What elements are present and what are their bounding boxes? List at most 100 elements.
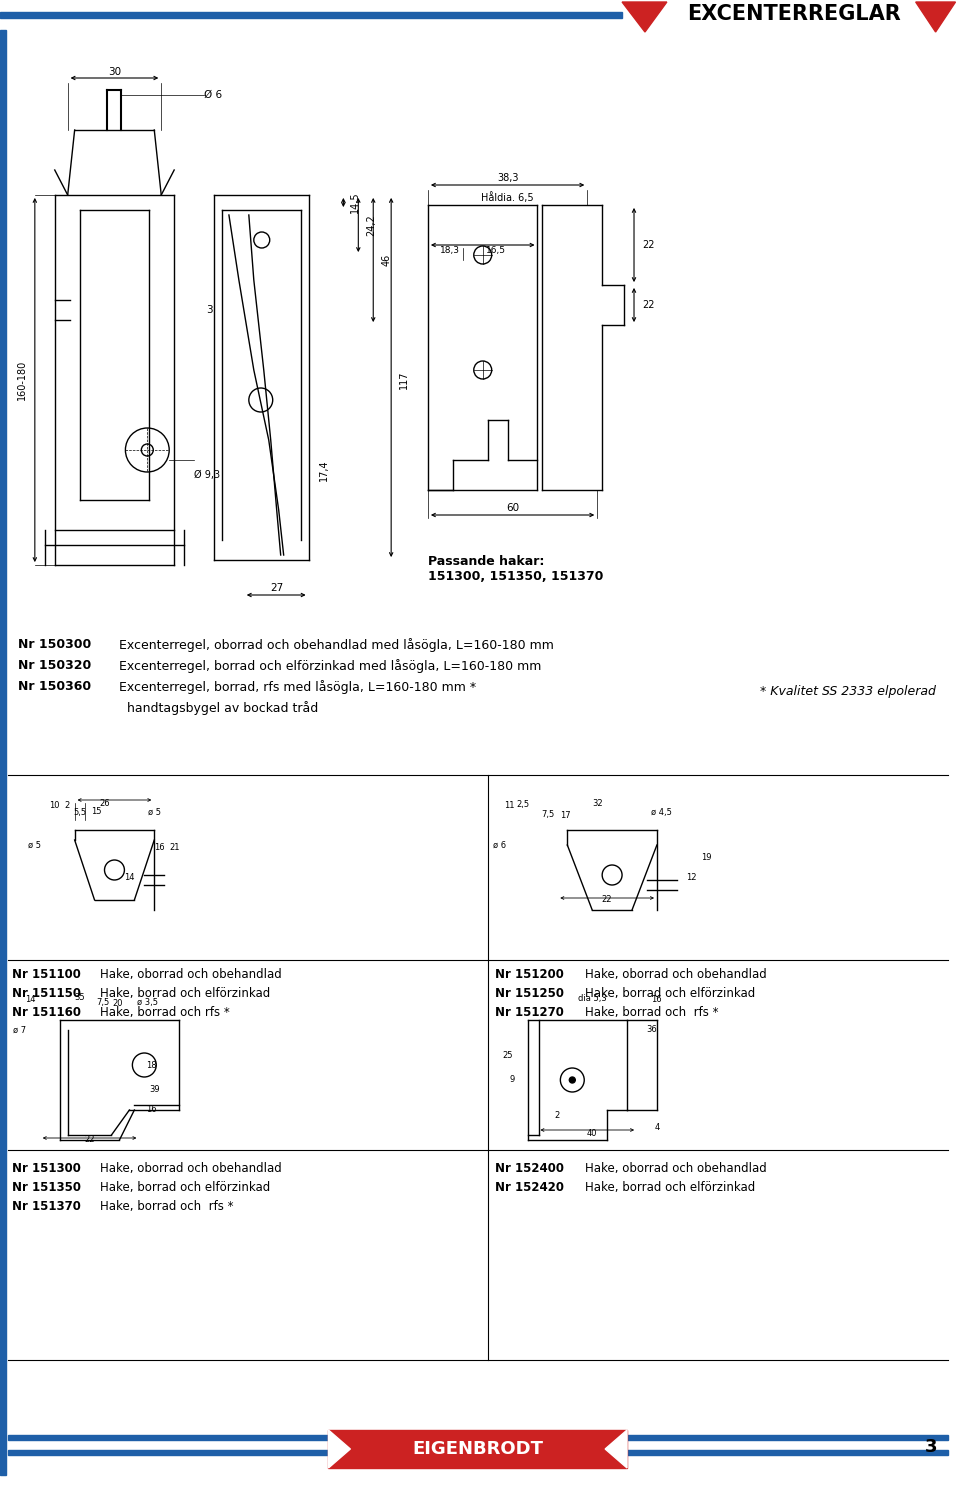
Text: 3: 3 [205,304,212,315]
Text: Hake, borrad och  rfs *: Hake, borrad och rfs * [100,1200,233,1213]
Text: Nr 151250: Nr 151250 [494,988,564,1000]
Text: Hake, borrad och elförzinkad: Hake, borrad och elförzinkad [100,1182,270,1194]
Text: 22: 22 [602,895,612,904]
Text: 9: 9 [510,1076,516,1085]
Bar [8,1435,948,1440]
Text: 16: 16 [652,995,662,1004]
Text: ø 6: ø 6 [493,840,506,849]
Text: 46: 46 [381,254,392,266]
Text: 16: 16 [146,1106,156,1115]
Text: 36: 36 [646,1025,658,1034]
Text: 18,3: 18,3 [440,246,460,255]
Text: 19: 19 [702,853,712,862]
Text: Hake, borrad och elförzinkad: Hake, borrad och elförzinkad [586,988,756,1000]
Text: 4: 4 [655,1123,660,1132]
Text: Passande hakar:
151300, 151350, 151370: Passande hakar: 151300, 151350, 151370 [428,555,603,583]
Text: 14,5: 14,5 [350,191,360,213]
Text: Nr 151160: Nr 151160 [12,1006,81,1019]
Text: Nr 150320: Nr 150320 [18,659,91,671]
Text: Nr 151370: Nr 151370 [12,1200,81,1213]
Text: 22: 22 [642,240,655,251]
Text: 60: 60 [506,503,519,513]
Text: 14: 14 [124,873,134,882]
Text: Excenterregel, borrad och elförzinkad med låsögla, L=160-180 mm: Excenterregel, borrad och elförzinkad me… [119,659,541,673]
Text: Nr 151100: Nr 151100 [12,968,81,982]
Text: 3: 3 [924,1438,937,1456]
Text: Ø 9,3: Ø 9,3 [194,470,220,480]
Text: 27: 27 [270,583,283,592]
Text: Hake, borrad och elförzinkad: Hake, borrad och elförzinkad [586,1182,756,1194]
Bar [328,1429,627,1468]
Text: 10: 10 [50,801,60,810]
Text: 21: 21 [169,843,180,852]
Text: Nr 151300: Nr 151300 [12,1162,81,1176]
Text: 22: 22 [84,1135,95,1144]
Text: 40: 40 [587,1128,597,1137]
Text: Hake, borrad och rfs *: Hake, borrad och rfs * [100,1006,229,1019]
Text: 16,5: 16,5 [486,246,506,255]
Text: Håldia. 6,5: Håldia. 6,5 [481,192,534,203]
Text: 38,3: 38,3 [497,173,518,184]
Text: 2: 2 [64,801,69,810]
Text: 7,5: 7,5 [540,810,554,819]
Text: ø 7: ø 7 [13,1025,27,1034]
Text: 2: 2 [555,1110,560,1119]
Text: 16: 16 [154,843,164,852]
Text: 17,4: 17,4 [319,460,328,480]
Text: Hake, oborrad och obehandlad: Hake, oborrad och obehandlad [100,968,281,982]
Text: 30: 30 [108,67,121,78]
Text: 14: 14 [25,995,36,1004]
Text: Hake, borrad och  rfs *: Hake, borrad och rfs * [586,1006,719,1019]
Polygon shape [916,1,955,31]
Text: 24,2: 24,2 [367,215,376,236]
Circle shape [569,1077,575,1083]
Text: Nr 151270: Nr 151270 [494,1006,564,1019]
Text: Nr 151150: Nr 151150 [12,988,81,1000]
Text: Excenterregel, borrad, rfs med låsögla, L=160-180 mm *: Excenterregel, borrad, rfs med låsögla, … [119,680,476,694]
Polygon shape [622,1,667,31]
Bar [0,30,6,1476]
Text: 2,5: 2,5 [516,801,529,810]
Text: 20: 20 [112,998,123,1007]
Text: 22: 22 [642,300,655,310]
Text: Ø 6: Ø 6 [204,90,222,100]
Text: 26: 26 [99,798,109,807]
Text: 117: 117 [399,370,409,389]
Text: Hake, oborrad och obehandlad: Hake, oborrad och obehandlad [586,1162,767,1176]
Polygon shape [328,1429,350,1468]
Text: ø 4,5: ø 4,5 [652,807,672,816]
Text: Nr 152420: Nr 152420 [494,1182,564,1194]
Text: ø 5: ø 5 [148,807,160,816]
Text: Nr 152400: Nr 152400 [494,1162,564,1176]
Text: Nr 151350: Nr 151350 [12,1182,81,1194]
Text: EXCENTERREGLAR: EXCENTERREGLAR [686,4,900,24]
Text: ø 5: ø 5 [29,840,41,849]
Text: 39: 39 [149,1086,159,1095]
Text: Hake, borrad och elförzinkad: Hake, borrad och elförzinkad [100,988,270,1000]
Text: * Kvalitet SS 2333 elpolerad: * Kvalitet SS 2333 elpolerad [759,685,936,698]
Text: 25: 25 [502,1050,513,1059]
Polygon shape [605,1429,627,1468]
Text: handtagsbygel av bockad tråd: handtagsbygel av bockad tråd [119,701,319,715]
Text: 12: 12 [686,873,697,882]
Text: ø 3,5: ø 3,5 [137,998,157,1007]
Text: 11: 11 [504,801,515,810]
Text: Nr 151200: Nr 151200 [494,968,564,982]
Text: 160-180: 160-180 [17,360,27,400]
Text: 15: 15 [91,807,102,816]
Text: Nr 150360: Nr 150360 [18,680,91,692]
Text: Excenterregel, oborrad och obehandlad med låsögla, L=160-180 mm: Excenterregel, oborrad och obehandlad me… [119,639,554,652]
Text: 7,5: 7,5 [96,998,109,1007]
Text: EIGENBRODT: EIGENBRODT [412,1440,543,1458]
Text: Nr 150300: Nr 150300 [18,639,91,651]
Text: Hake, oborrad och obehandlad: Hake, oborrad och obehandlad [586,968,767,982]
Text: 5,5: 5,5 [73,807,86,816]
Text: dia 5,3: dia 5,3 [578,994,607,1003]
Text: 32: 32 [592,798,603,807]
Bar [8,1450,948,1455]
Text: 17: 17 [560,810,570,819]
Text: 18: 18 [146,1061,156,1070]
Bar [0,12,622,18]
Text: Hake, oborrad och obehandlad: Hake, oborrad och obehandlad [100,1162,281,1176]
Text: 35: 35 [74,994,84,1003]
